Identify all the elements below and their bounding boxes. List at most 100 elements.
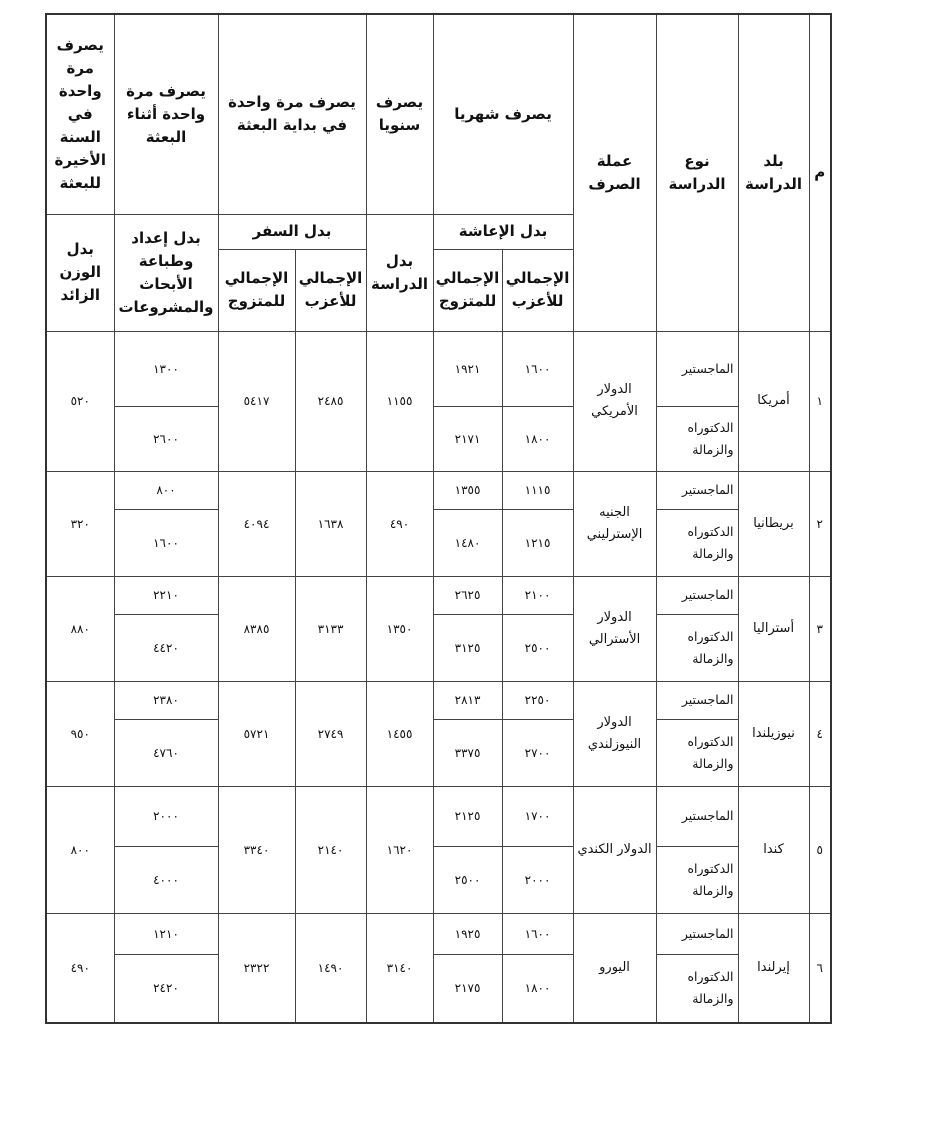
currency-cell: الجنيه الإسترليني [572,470,657,577]
table-row: الدكتوراه والزمالة ٢٥٠٠ ٣١٢٥ ٤٤٢٠ [46,613,831,682]
excess-weight-value: ٨٠٠ [45,785,115,914]
header-travel-allowance: بدل السفر [217,213,367,250]
excess-weight-value: ٤٩٠ [45,912,115,1024]
header-once-last-year: يصرف مرة واحدة في السنة الأخيرة للبعثة [45,13,115,215]
travel-married-value: ٥٧٢١ [217,680,296,787]
travel-single-value: ٢٤٨٥ [294,330,367,472]
row-index: ٦ [808,912,832,1024]
header-living-allowance: بدل الإعاشة [432,213,574,250]
excess-weight-value: ٣٢٠ [45,470,115,577]
living-single-value: ٢٧٠٠ [501,718,574,787]
study-type-doctorate: الدكتوراه والزمالة [655,613,739,682]
excess-weight-value: ٨٨٠ [45,575,115,682]
table-row: ٥ كندا الماجستير الدولار الكندي ١٧٠٠ ٢١٢٥ ١٦٢٠… [45,785,832,914]
header-monthly: يصرف شهريا [432,13,574,215]
living-single-value: ١١١٥ [501,470,574,510]
living-married-value: ٢١٧٥ [432,953,503,1024]
travel-single-value: ٢١٤٠ [294,785,367,914]
table-row: ٣ أستراليا الماجستير الدولار الأسترالي ٢١٠٠ ٢… [45,575,832,682]
travel-single-value: ٣١٣٣ [294,575,367,682]
header-excess-weight-allowance: بدل الوزن الزائد [45,213,115,332]
research-allowance-value: ٨٠٠ [113,470,219,510]
study-type-doctorate: الدكتوراه والزمالة [655,953,739,1024]
study-allowance-value: ١١٥٥ [365,330,434,472]
header-currency: عملة الصرف [572,13,657,332]
row-index: ٤ [808,680,832,787]
table-row: ٦ إيرلندا الماجستير اليورو ١٦٠٠ ١٩٢٥ ٣١٤٠ ١٤٩٠ ٢… [45,912,832,1024]
table-body: ١ أمريكا الماجستير الدولار الأمريكي ١٦٠٠ ١٩٢١… [45,330,832,1024]
country-cell: أمريكا [737,330,810,472]
research-allowance-value: ١٢١٠ [113,912,219,955]
living-married-value: ١٩٢٥ [432,912,503,955]
living-married-value: ١٣٥٥ [432,470,503,510]
travel-single-value: ١٤٩٠ [294,912,367,1024]
country-cell: كندا [737,785,810,914]
table-row: ٢ بريطانيا الماجستير الجنيه الإسترليني ١١١٥ ١… [45,470,832,577]
research-allowance-value: ١٦٠٠ [113,508,219,577]
header-once-start: يصرف مرة واحدة في بداية البعثة [217,13,367,215]
research-allowance-value: ٢٢١٠ [113,575,219,615]
living-married-value: ١٩٢١ [432,330,503,407]
living-single-value: ١٦٠٠ [501,330,574,407]
currency-cell: اليورو [572,912,657,1024]
row-index: ١ [808,330,832,472]
living-single-value: ٢٠٠٠ [501,845,574,914]
table-row: الدكتوراه والزمالة ٢٧٠٠ ٣٣٧٥ ٤٧٦٠ [46,718,831,787]
research-allowance-value: ٤٧٦٠ [113,718,219,787]
study-type-doctorate: الدكتوراه والزمالة [655,845,739,914]
study-allowance-value: ١٦٢٠ [365,785,434,914]
currency-cell: الدولار الأمريكي [572,330,657,472]
excess-weight-value: ٥٢٠ [45,330,115,472]
table-row: ٤ نيوزيلندا الماجستير الدولار النيوزلندي ٢٢٥… [45,680,832,787]
living-single-value: ١٦٠٠ [501,912,574,955]
table-row: الدكتوراه والزمالة ١٨٠٠ ٢١٧٥ ٢٤٢٠ [46,953,831,1024]
research-allowance-value: ٢٠٠٠ [113,785,219,847]
living-single-value: ١٨٠٠ [501,405,574,472]
header-index: م [808,13,832,332]
study-type-masters: الماجستير [655,330,739,407]
travel-single-value: ٢٧٤٩ [294,680,367,787]
header-study-allowance: بدل الدراسة [365,213,434,332]
currency-cell: الدولار الأسترالي [572,575,657,682]
study-type-masters: الماجستير [655,785,739,847]
living-married-value: ١٤٨٠ [432,508,503,577]
study-type-doctorate: الدكتوراه والزمالة [655,508,739,577]
research-allowance-value: ٤٤٢٠ [113,613,219,682]
row-index: ٥ [808,785,832,914]
study-allowance-value: ١٤٥٥ [365,680,434,787]
study-type-masters: الماجستير [655,912,739,955]
table-row: ١ أمريكا الماجستير الدولار الأمريكي ١٦٠٠ ١٩٢١… [45,330,832,472]
excess-weight-value: ٩٥٠ [45,680,115,787]
header-travel-total-married: الإجمالي للمتزوج [217,248,296,332]
living-married-value: ٣١٢٥ [432,613,503,682]
header-country: بلد الدراسة [737,13,810,332]
living-married-value: ٢١٧١ [432,405,503,472]
travel-married-value: ٨٣٨٥ [217,575,296,682]
study-type-doctorate: الدكتوراه والزمالة [655,718,739,787]
header-living-total-single: الإجمالي للأعزب [501,248,574,332]
living-single-value: ١٨٠٠ [501,953,574,1024]
header-yearly: يصرف سنويا [365,13,434,215]
research-allowance-value: ٢٦٠٠ [113,405,219,472]
scholarship-allowances-table: م بلد الدراسة نوع الدراسة عملة الصرف يصر… [45,13,833,1024]
study-type-masters: الماجستير [655,680,739,720]
living-single-value: ١٢١٥ [501,508,574,577]
living-married-value: ٢١٢٥ [432,785,503,847]
country-cell: إيرلندا [737,912,810,1024]
research-allowance-value: ١٣٠٠ [113,330,219,407]
country-cell: أستراليا [737,575,810,682]
research-allowance-value: ٢٤٢٠ [113,953,219,1024]
research-allowance-value: ٤٠٠٠ [113,845,219,914]
study-allowance-value: ١٣٥٠ [365,575,434,682]
header-living-total-married: الإجمالي للمتزوج [432,248,503,332]
study-type-masters: الماجستير [655,470,739,510]
country-cell: بريطانيا [737,470,810,577]
research-allowance-value: ٢٣٨٠ [113,680,219,720]
study-type-masters: الماجستير [655,575,739,615]
living-married-value: ٣٣٧٥ [432,718,503,787]
study-allowance-value: ٣١٤٠ [365,912,434,1024]
header-once-during: يصرف مرة واحدة أثناء البعثة [113,13,219,215]
header-study-type: نوع الدراسة [655,13,739,332]
table-row: الدكتوراه والزمالة ٢٠٠٠ ٢٥٠٠ ٤٠٠٠ [46,845,831,914]
row-index: ٣ [808,575,832,682]
